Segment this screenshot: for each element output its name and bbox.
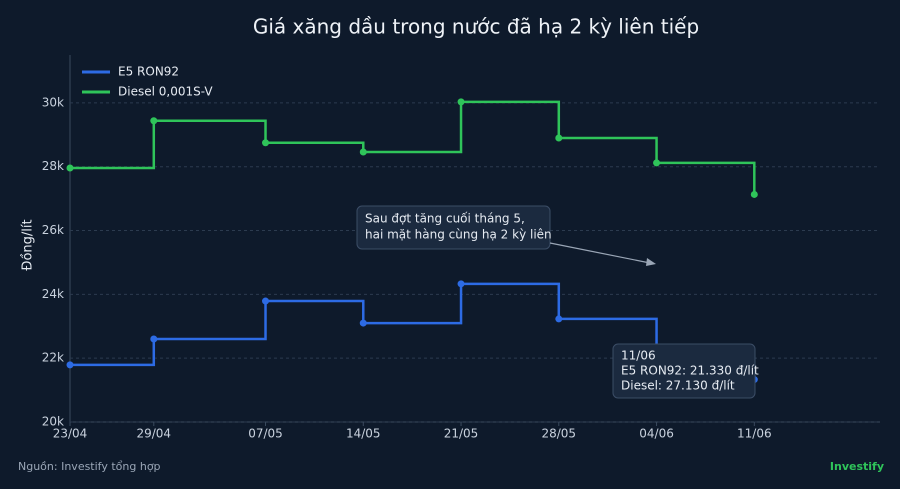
series-line bbox=[70, 100, 756, 195]
y-tick-label: 24k bbox=[42, 287, 64, 301]
y-tick-label: 20k bbox=[42, 415, 64, 429]
annotation-arrow bbox=[549, 242, 651, 264]
data-point bbox=[150, 335, 158, 343]
data-point bbox=[66, 164, 74, 172]
tooltip-box bbox=[612, 343, 756, 399]
legend-label: E5 RON92 bbox=[118, 65, 179, 79]
x-tick-label: 14/05 bbox=[346, 427, 381, 441]
data-point bbox=[555, 134, 563, 142]
y-tick-label: 26k bbox=[42, 223, 64, 237]
tooltip-text: Diesel: 27.130 đ/lít bbox=[621, 379, 735, 393]
y-tick-label: 22k bbox=[42, 351, 64, 365]
data-point bbox=[457, 280, 465, 288]
x-tick-label: 21/05 bbox=[444, 427, 479, 441]
data-point bbox=[653, 159, 661, 167]
y-axis-label: Đồng/lít bbox=[21, 219, 36, 270]
data-point bbox=[457, 98, 465, 106]
annotation-text: hai mặt hàng cùng hạ 2 kỳ liên bbox=[365, 228, 552, 242]
annotation: Sau đợt tăng cuối tháng 5, hai mặt hàng c… bbox=[356, 205, 656, 266]
y-tick-label: 28k bbox=[42, 159, 64, 173]
x-tick-label: 28/05 bbox=[541, 427, 576, 441]
data-point bbox=[262, 297, 270, 305]
chart-title: Giá xăng dầu trong nước đã hạ 2 kỳ liên … bbox=[253, 15, 699, 39]
tooltip-text: 11/06 bbox=[621, 349, 656, 363]
y-tick-label: 30k bbox=[42, 95, 64, 109]
annotation-arrowhead bbox=[646, 258, 656, 266]
data-point bbox=[66, 361, 74, 369]
legend: E5 RON92 Diesel 0,001S-V bbox=[82, 65, 213, 99]
x-tick-label: 11/06 bbox=[737, 427, 772, 441]
tooltip-text: E5 RON92: 21.330 đ/lít bbox=[621, 364, 759, 378]
annotation-box bbox=[356, 205, 551, 250]
data-point bbox=[359, 148, 367, 156]
annotation-text: Sau đợt tăng cuối tháng 5, bbox=[365, 212, 525, 226]
x-tick-label: 04/06 bbox=[639, 427, 674, 441]
data-point bbox=[262, 139, 270, 147]
data-point bbox=[150, 117, 158, 125]
data-point bbox=[359, 319, 367, 327]
brand: Investify bbox=[830, 460, 884, 473]
legend-label: Diesel 0,001S-V bbox=[118, 85, 213, 99]
x-tick-label: 07/05 bbox=[248, 427, 283, 441]
data-point bbox=[555, 315, 563, 323]
source: Nguồn: Investify tổng hợp bbox=[18, 460, 161, 473]
data-point bbox=[750, 190, 758, 198]
x-tick-label: 29/04 bbox=[136, 427, 171, 441]
x-tick-label: 23/04 bbox=[53, 427, 88, 441]
